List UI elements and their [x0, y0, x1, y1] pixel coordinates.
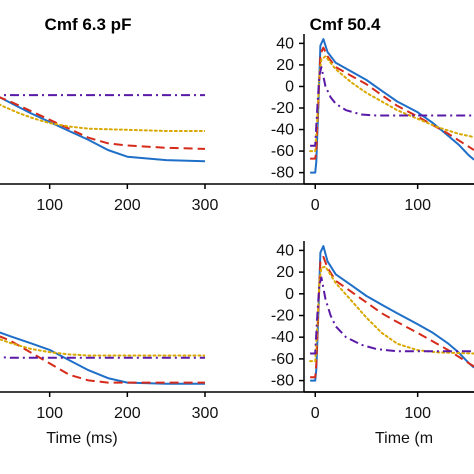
series-line-blue-solid: [310, 38, 474, 174]
x-tick-label: 100: [36, 405, 63, 422]
y-tick-label: 0: [285, 78, 294, 95]
y-tick-label: -40: [271, 329, 294, 346]
series-line-yellow-dotted: [0, 338, 205, 357]
x-tick-label: 0: [311, 405, 320, 422]
panel-top-right: 40 20 0 -20 -40 -60 -80 0 100 Cmf 50.4: [271, 15, 474, 214]
x-tick-label: 100: [36, 197, 63, 214]
y-tick-label: 40: [276, 242, 294, 259]
series-line-purple-dashdot: [310, 276, 474, 355]
y-tick-label: -60: [271, 143, 294, 160]
y-tick-label: -60: [271, 351, 294, 368]
series-line-yellow-dotted: [309, 265, 474, 363]
series-line-purple-dashdot: [0, 356, 205, 359]
panel-bottom-right: 40 20 0 -20 -40 -60 -80 0 100 Time (m: [271, 241, 474, 447]
x-tick-label: 0: [311, 197, 320, 214]
x-tick-label: 300: [192, 197, 219, 214]
panel-bottom-left: 100 200 300 Time (ms): [0, 331, 474, 447]
series-line-red-dashed: [310, 46, 474, 160]
series-line-red-dashed: [0, 335, 205, 384]
panel-title: Cmf 50.4: [310, 15, 381, 34]
x-tick-label: 100: [404, 197, 431, 214]
x-tick-label: 300: [192, 405, 219, 422]
x-axis-label: Time (m: [375, 430, 433, 447]
series-line-blue-solid: [310, 245, 474, 382]
y-tick-label: -20: [271, 308, 294, 325]
y-tick-label: 40: [276, 35, 294, 52]
x-axis-label: Time (ms): [46, 430, 117, 447]
y-tick-label: -80: [271, 373, 294, 390]
series-line-blue-solid: [0, 331, 205, 385]
panel-title: Cmf 6.3 pF: [45, 15, 132, 34]
y-tick-label: -80: [271, 165, 294, 182]
y-tick-label: 20: [276, 57, 294, 74]
series-line-purple-dashdot: [310, 66, 474, 147]
x-tick-label: 200: [114, 197, 141, 214]
x-tick-label: 200: [114, 405, 141, 422]
series-line-yellow-dotted: [0, 103, 205, 132]
y-tick-label: 0: [285, 286, 294, 303]
x-tick-label: 100: [404, 405, 431, 422]
series-line-red-dashed: [310, 255, 474, 379]
y-tick-label: 20: [276, 264, 294, 281]
y-tick-label: -40: [271, 122, 294, 139]
y-tick-label: -20: [271, 100, 294, 117]
series-line-red-dashed: [0, 96, 205, 150]
